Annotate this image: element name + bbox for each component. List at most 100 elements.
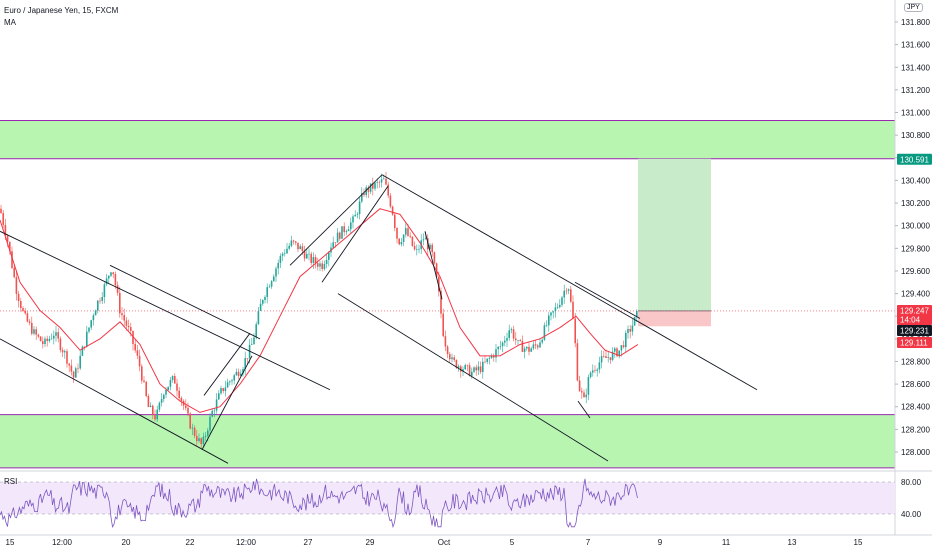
x-tick-label: 9 [658,538,663,547]
trendline[interactable] [0,230,331,391]
candle-body [160,399,163,403]
y-tick-label: 130.800 [901,131,930,140]
candle-body [119,292,121,314]
trendline[interactable] [289,174,383,266]
candle-body [72,371,75,378]
candle-body [567,289,570,291]
candle-body [471,371,473,376]
candle-body [457,366,460,368]
trendline[interactable] [574,281,641,319]
trendline[interactable] [381,174,758,391]
candle-body [127,325,130,328]
trendline[interactable] [0,338,229,464]
price-label-text: 130.591 [900,155,929,164]
rsi-title[interactable]: RSI [4,477,17,486]
candle-body [39,336,42,342]
candle-body [499,346,502,347]
candle-body [572,301,574,319]
candle-body [328,252,330,260]
trendline[interactable] [424,231,443,300]
candle-body [61,350,64,353]
candle-body [2,213,4,225]
candle-body [226,382,229,388]
y-tick-label: 131.800 [901,18,930,27]
trendline[interactable] [337,293,609,462]
candle-body [501,342,504,347]
candle-body [277,262,279,269]
candle-body [101,297,103,301]
candle-body [94,310,97,316]
candle-body [66,351,68,364]
moving-average-line[interactable] [0,208,639,413]
x-tick-label: 15 [854,538,863,547]
candle-body [449,354,451,360]
trendline[interactable] [203,332,251,396]
candle-body [288,245,290,249]
candle-body [297,242,299,250]
candle-body [213,410,216,412]
candle-body [198,438,200,441]
candle-body [618,350,620,357]
candle-body [229,381,231,383]
candle-body [204,435,207,437]
candle-body [488,357,491,359]
x-tick-label: Oct [438,538,451,547]
trendline[interactable] [109,264,261,340]
candle-body [387,184,389,196]
x-tick-label: 22 [186,538,195,547]
candle-body [380,179,383,183]
candle-body [633,316,636,326]
candle-body [394,214,396,228]
candle-body [224,387,227,392]
candle-body [6,235,9,242]
supply-demand-zone[interactable] [0,120,895,159]
candle-body [389,195,392,207]
trendline[interactable] [577,400,591,419]
trendline[interactable] [201,355,253,450]
candle-body [497,346,499,350]
candle-body [438,276,440,292]
x-tick-label: 20 [122,538,131,547]
candle-body [592,370,594,373]
candle-body [462,369,464,372]
candle-body [482,361,484,373]
currency-badge[interactable]: JPY [904,3,923,12]
ma-indicator-label[interactable]: MA [4,18,16,27]
x-tick-label: 12:00 [236,538,257,547]
rsi-level-label: 80.00 [901,478,922,487]
candle-body [532,344,535,349]
candle-body [391,206,394,215]
candle-body [24,310,26,314]
candle-body [279,255,282,263]
y-tick-label: 131.600 [901,41,930,50]
candle-body [180,397,183,401]
candle-body [523,348,526,352]
candle-body [13,267,15,278]
candle-body [306,253,308,259]
candle-body [341,226,343,239]
candle-body [537,345,539,348]
candle-body [237,371,240,377]
candle-body [530,348,532,352]
price-label-countdown: 14:04 [900,316,921,325]
position-stop-area[interactable] [638,310,711,327]
x-tick-label: 7 [586,538,591,547]
supply-demand-zone[interactable] [0,414,895,468]
candle-body [475,367,477,371]
candle-body [163,394,165,400]
candle-body [75,368,77,378]
x-tick-label: 13 [788,538,797,547]
position-target-area[interactable] [638,158,711,311]
candle-body [90,320,92,328]
y-tick-label: 128.400 [901,403,930,412]
candle-body [0,208,2,214]
price-label-badge [897,325,932,336]
candle-body [563,290,565,298]
rsi-line[interactable] [0,478,638,529]
trendline[interactable] [321,185,389,283]
candle-body [132,330,134,344]
candle-body [314,257,317,264]
candle-body [20,300,22,309]
candle-body [17,293,20,301]
